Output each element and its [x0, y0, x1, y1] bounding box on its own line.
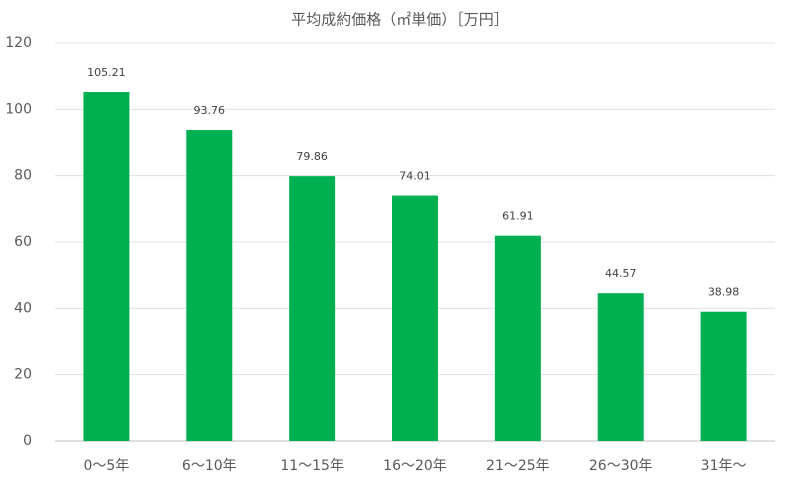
y-tick-label: 60 — [14, 234, 32, 250]
value-label: 38.98 — [708, 286, 740, 299]
y-tick-label: 0 — [23, 433, 32, 449]
y-tick-label: 80 — [14, 168, 32, 184]
bar — [392, 195, 438, 441]
value-label: 93.76 — [194, 104, 226, 117]
chart-title: 平均成約価格（㎡単価）［万円］ — [291, 11, 509, 29]
bar — [597, 293, 644, 441]
y-tick-label: 100 — [5, 101, 32, 117]
bar — [494, 235, 541, 441]
value-label: 61.91 — [502, 210, 534, 223]
bar — [700, 311, 747, 441]
bar — [289, 176, 336, 442]
value-label: 105.21 — [87, 66, 126, 79]
y-tick-label: 20 — [14, 367, 32, 383]
value-label: 79.86 — [296, 150, 328, 163]
x-tick-label: 31年～ — [701, 458, 747, 474]
x-tick-label: 6～10年 — [182, 458, 237, 474]
x-tick-label: 21～25年 — [486, 458, 550, 474]
value-label: 44.57 — [605, 267, 637, 280]
x-tick-label: 26～30年 — [589, 458, 653, 474]
x-tick-label: 0～5年 — [84, 458, 130, 474]
bar — [186, 130, 233, 441]
bar — [83, 92, 130, 441]
x-tick-label: 11～15年 — [280, 458, 344, 474]
y-tick-label: 40 — [14, 300, 32, 316]
value-label: 74.01 — [399, 170, 431, 183]
y-tick-label: 120 — [5, 35, 32, 51]
x-tick-label: 16～20年 — [383, 458, 447, 474]
